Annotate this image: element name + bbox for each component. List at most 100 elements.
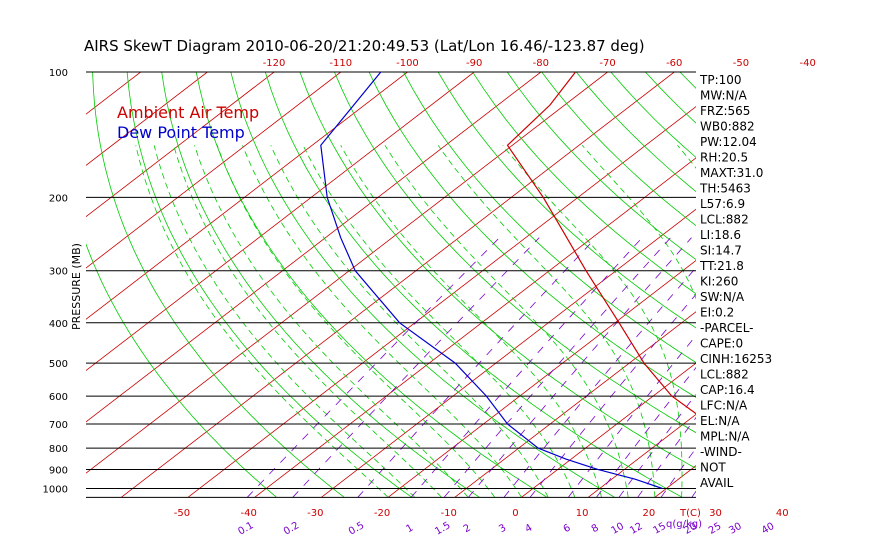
mixing-ratio-line bbox=[247, 237, 500, 498]
mixing-ratio-tick-label: 0.2 bbox=[282, 520, 301, 537]
stability-index: KI:260 bbox=[700, 275, 738, 289]
mixing-ratio-line bbox=[737, 238, 870, 498]
dry-adiabat-line bbox=[784, 72, 870, 497]
top-temperature-tick-label: -100 bbox=[396, 58, 419, 69]
stability-index: EL:N/A bbox=[700, 414, 740, 428]
mixing-ratio-tick-label: 0.1 bbox=[236, 520, 255, 537]
pressure-tick-label: 800 bbox=[49, 444, 68, 455]
stability-index: EI:0.2 bbox=[700, 306, 734, 320]
dry-adiabat-line bbox=[126, 72, 413, 498]
isotherm-line bbox=[86, 72, 542, 423]
stability-index: TP:100 bbox=[699, 73, 742, 87]
pressure-tick-label: 700 bbox=[49, 420, 68, 431]
dry-adiabat-line bbox=[264, 72, 683, 498]
pressure-tick-label: 900 bbox=[49, 465, 68, 476]
isotherm-line bbox=[587, 413, 696, 498]
legend-ambient-temp: Ambient Air Temp bbox=[117, 103, 259, 122]
isotherm-line bbox=[387, 259, 696, 498]
y-axis-label: PRESSURE (MB) bbox=[70, 243, 83, 330]
mixing-ratio-tick-label: 8 bbox=[590, 522, 601, 535]
bottom-temperature-tick-label: 20 bbox=[642, 508, 655, 519]
moist-adiabat-line bbox=[216, 145, 496, 498]
pressure-tick-label: 400 bbox=[49, 319, 68, 330]
stability-index: RH:20.5 bbox=[700, 151, 748, 165]
moist-adiabat-line bbox=[815, 145, 870, 497]
isotherm-line bbox=[86, 72, 342, 269]
stability-index: MAXT:31.0 bbox=[700, 166, 763, 180]
moist-adiabat-line bbox=[194, 145, 469, 498]
dry-adiabat-line bbox=[299, 72, 696, 469]
bottom-temperature-tick-label: -20 bbox=[374, 508, 390, 519]
pressure-tick-label: 100 bbox=[49, 68, 68, 79]
bottom-temperature-tick-label: 10 bbox=[576, 508, 589, 519]
mixing-ratio-unit-label: q(g/kg) bbox=[666, 519, 702, 530]
dry-adiabat-line bbox=[506, 72, 696, 261]
moist-adiabat-line bbox=[153, 145, 416, 498]
top-temperature-tick-label: -70 bbox=[599, 58, 615, 69]
sounding-profiles bbox=[320, 72, 696, 490]
mixing-ratio-tick-label: 10 bbox=[609, 521, 626, 537]
stability-index: SI:14.7 bbox=[700, 244, 742, 258]
stability-index: WB0:882 bbox=[700, 120, 755, 134]
mixing-ratio-line bbox=[292, 237, 540, 498]
top-temperature-tick-label: -110 bbox=[329, 58, 352, 69]
mixing-ratio-tick-label: 12 bbox=[628, 521, 645, 537]
isotherm-line bbox=[86, 72, 608, 474]
isotherm-line bbox=[321, 208, 696, 498]
dry-adiabat-line bbox=[818, 72, 870, 497]
dry-adiabat-line bbox=[195, 72, 548, 498]
moist-adiabat-line bbox=[173, 145, 442, 498]
top-temperature-tick-label: -50 bbox=[733, 58, 749, 69]
stability-index: L57:6.9 bbox=[700, 197, 745, 211]
dry-adiabat-line bbox=[334, 72, 696, 434]
pressure-tick-label: 600 bbox=[49, 392, 68, 403]
isotherm-line bbox=[454, 311, 696, 498]
stability-index: CINH:16253 bbox=[700, 352, 772, 366]
bottom-temperature-tick-label: 30 bbox=[709, 508, 722, 519]
stability-index: CAP:16.4 bbox=[700, 383, 755, 397]
mixing-ratio-line bbox=[410, 237, 643, 498]
dew-point-line bbox=[320, 72, 663, 490]
mixing-ratio-tick-label: 30 bbox=[727, 521, 744, 537]
top-temperature-tick-label: -90 bbox=[466, 58, 482, 69]
temperature-unit-label: T(C) bbox=[679, 508, 701, 519]
isotherm-line bbox=[86, 72, 475, 372]
pressure-tick-label: 200 bbox=[49, 193, 68, 204]
dry-adiabat-line bbox=[86, 243, 277, 498]
isotherm-line bbox=[86, 72, 408, 320]
isotherm-line bbox=[788, 72, 870, 497]
mixing-ratio-line bbox=[503, 267, 696, 498]
ambient-temp-line bbox=[506, 72, 696, 415]
mixing-ratio-tick-label: 4 bbox=[523, 522, 534, 535]
mixing-ratio-tick-label: 1.5 bbox=[433, 520, 452, 537]
dry-adiabat-line bbox=[853, 72, 870, 497]
stability-index: SW:N/A bbox=[700, 290, 745, 304]
isotherm-line bbox=[855, 72, 870, 497]
stability-index: MPL:N/A bbox=[700, 430, 750, 444]
bottom-temperature-tick-label: -50 bbox=[174, 508, 190, 519]
stability-index: CAPE:0 bbox=[700, 337, 743, 351]
bottom-temperature-tick-label: -40 bbox=[240, 508, 256, 519]
isotherm-line bbox=[521, 362, 696, 498]
mixing-ratio-tick-label: 1 bbox=[404, 522, 415, 535]
stability-index: -WIND- bbox=[700, 445, 742, 459]
dry-adiabat-line bbox=[230, 72, 615, 498]
stability-index: MW:N/A bbox=[700, 89, 748, 103]
moist-adiabat-line bbox=[581, 145, 696, 300]
chart-title: AIRS SkewT Diagram 2010-06-20/21:20:49.5… bbox=[84, 37, 645, 55]
bottom-temperature-tick-label: 40 bbox=[776, 508, 789, 519]
isotherm-line bbox=[0, 72, 7, 497]
pressure-tick-label: 500 bbox=[49, 359, 68, 370]
isotherm-line bbox=[86, 72, 208, 166]
stability-index: LCL:882 bbox=[700, 368, 749, 382]
mixing-ratio-line bbox=[443, 237, 671, 498]
bottom-temperature-tick-label: -10 bbox=[441, 508, 457, 519]
top-temperature-tick-label: -80 bbox=[533, 58, 549, 69]
dry-adiabat-line bbox=[368, 72, 696, 398]
mixing-ratio-tick-label: 3 bbox=[497, 522, 508, 535]
isotherm-line bbox=[86, 72, 275, 218]
mixing-ratio-line bbox=[357, 237, 597, 498]
mixing-ratio-tick-label: 0.5 bbox=[347, 520, 366, 537]
moist-adiabat-line bbox=[340, 145, 602, 498]
